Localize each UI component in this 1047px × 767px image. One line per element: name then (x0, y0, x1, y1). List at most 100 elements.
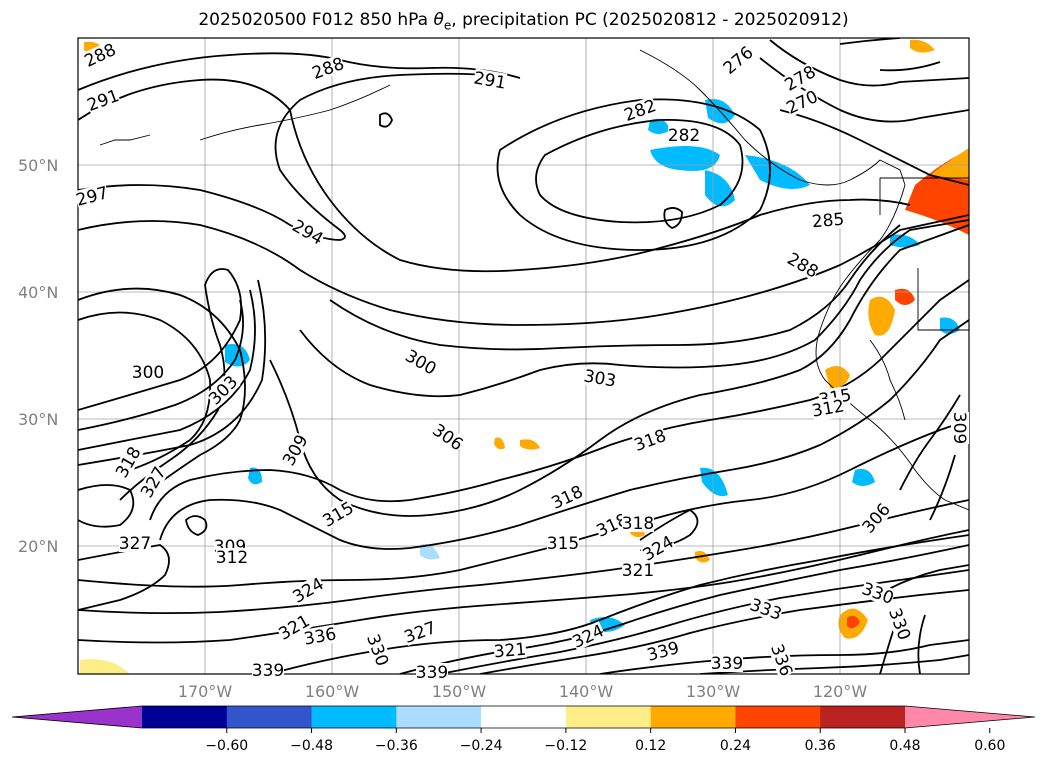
contour-label-background (416, 663, 448, 681)
lon-label-170w: 170°W (178, 682, 233, 701)
contour-label: 318 (622, 514, 654, 534)
contour-label-background (205, 372, 241, 408)
contour-label-background (309, 54, 347, 82)
contour-label-background (639, 532, 677, 564)
colorbar-segment (735, 706, 821, 728)
lat-label-20n: 20°N (18, 537, 58, 556)
contour-label-background (668, 126, 700, 144)
contour-label-layer: 288 288 2912912972942762782702822822852883… (74, 40, 969, 683)
contour-label-background (859, 579, 897, 607)
colorbar-segment (481, 706, 567, 728)
contour-label-background (74, 183, 110, 209)
colorbar-tick-label: −0.24 (460, 738, 503, 754)
contour-label-background (781, 62, 819, 94)
contour-label-background (548, 482, 586, 512)
contour-label-background (886, 605, 914, 643)
contour-label-background (621, 96, 659, 124)
colorbar-segment (565, 706, 652, 728)
map-border (77, 37, 970, 675)
colorbar-tick-label: −0.48 (290, 738, 333, 754)
contour-label-background (472, 68, 508, 92)
contour-label-background (631, 426, 669, 454)
colorbar (11, 705, 1036, 729)
contour-label-background (112, 443, 144, 481)
lon-label-150w: 150°W (432, 682, 487, 701)
colorbar-segment (142, 706, 228, 728)
colorbar-tick-label: 0.24 (720, 738, 751, 754)
contour-label-background (132, 363, 164, 381)
contour-label: 339 (252, 661, 284, 681)
contour-label-background (81, 40, 119, 70)
map-panel (78, 38, 969, 674)
contour-label: 321 (493, 640, 527, 663)
contour-label-background (811, 209, 845, 231)
colorbar-extension-high (905, 706, 1035, 728)
contour-label-background (279, 431, 311, 469)
lon-label-160w: 160°W (305, 682, 360, 701)
colorbar-outline (11, 705, 1036, 729)
colorbar-tick-label: 0.36 (805, 738, 836, 754)
contour-label: 339 (416, 663, 448, 683)
contour-label-background (622, 561, 654, 579)
contour-label-background (364, 631, 392, 669)
contour-label-background (784, 249, 822, 281)
graticule (78, 38, 969, 674)
contour-label-background (951, 412, 969, 444)
colorbar-tick-labels: −0.60 −0.48 −0.36 −0.24 −0.12 0.12 0.24 0.36 0.4… (205, 728, 1005, 754)
contour-label-background (622, 514, 654, 532)
contour-label-background (858, 499, 894, 537)
contour-label-background (289, 574, 327, 606)
longitude-labels: 170°W 160°W 150°W 140°W 130°W 120°W (178, 682, 868, 701)
contour-label-background (547, 534, 579, 552)
theta-e-contours (78, 38, 969, 674)
contour-label-background (84, 86, 122, 114)
lon-label-120w: 120°W (813, 682, 868, 701)
contour-label-background (747, 595, 785, 623)
colorbar-segment (650, 706, 736, 728)
contour-label: 327 (119, 534, 151, 554)
lon-label-140w: 140°W (559, 682, 614, 701)
contour-label: 309 (949, 412, 969, 444)
contour-label-background (289, 216, 327, 248)
colorbar-tick-label: 0.12 (635, 738, 666, 754)
colorbar-tick-label: −0.60 (205, 738, 248, 754)
contour-label-background (783, 87, 821, 117)
contour-label: 282 (668, 126, 700, 146)
contour-label-background (593, 510, 631, 540)
contour-label-background (319, 498, 357, 530)
lat-label-30n: 30°N (18, 410, 58, 429)
contour-label-background (493, 639, 527, 661)
contour-label: 321 (622, 561, 654, 581)
colorbar-segment (226, 706, 313, 728)
colorbar-segment (820, 706, 906, 728)
contour-label-background (401, 618, 439, 646)
contour-label-background (275, 611, 313, 643)
lon-label-130w: 130°W (686, 682, 741, 701)
contour-label: 339 (711, 654, 743, 674)
contour-label-background (645, 638, 681, 664)
colorbar-extension-low (12, 706, 142, 728)
contour-label: 285 (811, 210, 845, 233)
contour-label-background (810, 396, 846, 420)
colorbar-segment (311, 706, 397, 728)
map-title: 2025020500 F012 850 hPa θe, precipitatio… (198, 10, 849, 33)
contour-label-background (429, 420, 467, 454)
colorbar-tick-label: 0.48 (889, 738, 920, 754)
contour-label-background (402, 346, 440, 378)
contour-label-background (569, 621, 607, 651)
contour-label: 315 (547, 534, 579, 554)
latitude-labels: 50°N 40°N 30°N 20°N (18, 156, 58, 556)
contour-label-background (768, 641, 796, 679)
contour-label: 312 (216, 548, 248, 568)
contour-label-background (137, 463, 169, 501)
colorbar-tick-label: −0.36 (375, 738, 418, 754)
lat-label-50n: 50°N (18, 156, 58, 175)
contour-label-background (119, 534, 151, 552)
contour-label-background (302, 624, 338, 648)
lat-label-40n: 40°N (18, 283, 58, 302)
colorbar-tick-label: −0.12 (544, 738, 587, 754)
colorbar-segment (396, 706, 482, 728)
colorbar-tick-label: 0.60 (974, 738, 1005, 754)
contour-label: 300 (132, 363, 164, 383)
